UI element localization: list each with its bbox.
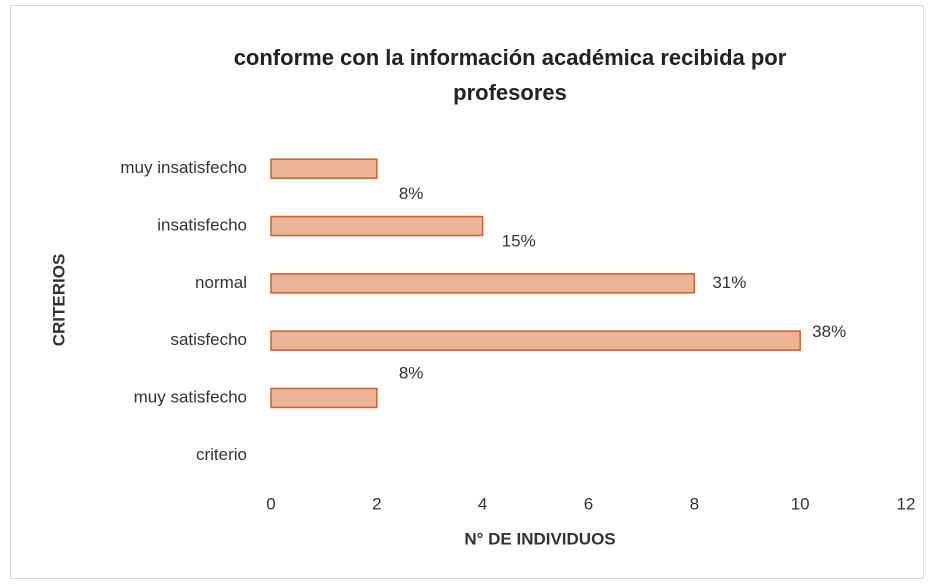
x-tick-label: 10	[791, 494, 810, 513]
bar	[270, 387, 378, 409]
x-tick-label: 8	[690, 494, 699, 513]
x-tick-label: 2	[372, 494, 381, 513]
y-axis-title: CRITERIOS	[49, 254, 68, 347]
x-tick-label: 12	[897, 494, 916, 513]
bar	[270, 158, 378, 179]
data-label: 38%	[812, 322, 846, 341]
data-label: 8%	[399, 184, 424, 203]
x-axis-title: N° DE INDIVIDUOS	[464, 529, 615, 548]
data-label: 15%	[502, 231, 536, 250]
x-tick-label: 6	[584, 494, 593, 513]
bar	[270, 330, 801, 351]
bar	[270, 273, 696, 294]
y-tick-label: muy satisfecho	[134, 387, 247, 406]
y-tick-label: criterio	[196, 445, 247, 464]
x-tick-label: 0	[266, 494, 275, 513]
x-tick-label: 4	[478, 494, 487, 513]
bar	[270, 215, 484, 237]
chart-frame	[10, 5, 924, 579]
chart-title: conforme con la información académica re…	[233, 45, 787, 105]
data-label: 8%	[399, 363, 424, 382]
y-tick-label: normal	[195, 273, 247, 292]
data-label: 31%	[712, 273, 746, 292]
y-tick-label: insatisfecho	[157, 215, 247, 234]
y-tick-label: muy insatisfecho	[120, 158, 247, 177]
y-tick-label: satisfecho	[170, 330, 247, 349]
